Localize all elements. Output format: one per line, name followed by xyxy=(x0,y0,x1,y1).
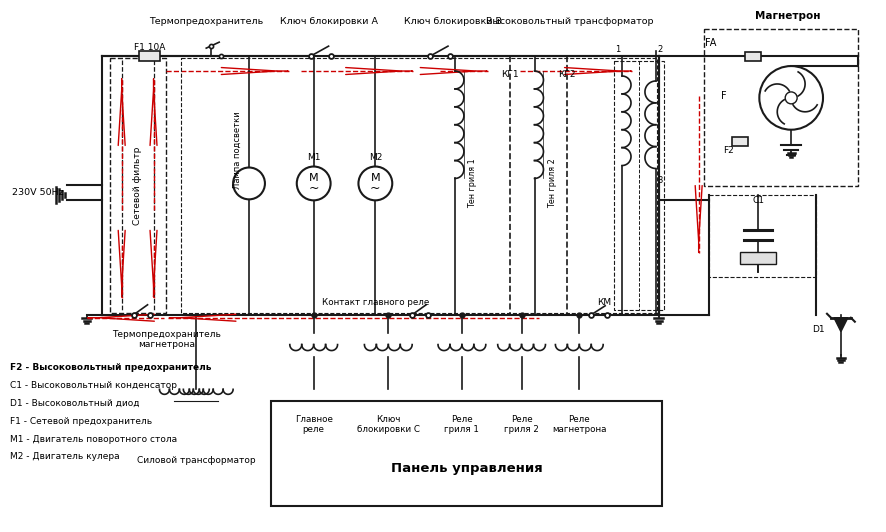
Text: КГ2: КГ2 xyxy=(558,70,575,79)
Text: Силовой трансформатор: Силовой трансформатор xyxy=(136,456,255,466)
Text: D1 - Высоковольтный диод: D1 - Высоковольтный диод xyxy=(11,399,140,408)
Bar xyxy=(613,61,663,310)
Text: Реле: Реле xyxy=(568,415,589,423)
Text: 230V 50Hz: 230V 50Hz xyxy=(12,188,64,197)
Text: FA: FA xyxy=(704,38,716,48)
Text: Контакт главного реле: Контакт главного реле xyxy=(322,298,429,307)
Bar xyxy=(181,58,657,313)
Text: Тен гриля 2: Тен гриля 2 xyxy=(548,159,556,209)
Bar xyxy=(744,52,760,61)
Text: Термопредохранитель: Термопредохранитель xyxy=(112,330,221,339)
Text: F1 - Сетевой предохранитель: F1 - Сетевой предохранитель xyxy=(11,417,152,426)
Bar xyxy=(732,137,748,146)
Text: Высоковольтный трансформатор: Высоковольтный трансформатор xyxy=(485,17,652,26)
Text: M: M xyxy=(370,173,380,184)
Text: Ключ блокировки В: Ключ блокировки В xyxy=(403,17,501,26)
Text: M2: M2 xyxy=(369,153,382,162)
Text: магнетрона: магнетрона xyxy=(551,425,606,434)
Text: C1 - Высоковольтный конденсатор: C1 - Высоковольтный конденсатор xyxy=(11,381,177,390)
Text: F2: F2 xyxy=(722,146,733,155)
Text: Реле: Реле xyxy=(451,415,472,423)
Text: M1: M1 xyxy=(307,153,320,162)
Text: магнетрона: магнетрона xyxy=(138,340,195,349)
Text: Ключ: Ключ xyxy=(376,415,400,423)
Bar xyxy=(708,195,815,277)
Text: ~: ~ xyxy=(369,182,380,195)
Text: Сетевой фильтр: Сетевой фильтр xyxy=(133,146,142,225)
Text: Термопредохранитель: Термопредохранитель xyxy=(149,17,263,26)
Text: Панель управления: Панель управления xyxy=(391,462,542,476)
Text: M1 - Двигатель поворотного стола: M1 - Двигатель поворотного стола xyxy=(11,435,177,444)
Bar xyxy=(138,51,160,61)
Text: гриля 1: гриля 1 xyxy=(444,425,478,434)
Circle shape xyxy=(358,167,392,201)
Text: Ключ блокировки А: Ключ блокировки А xyxy=(279,17,377,26)
Circle shape xyxy=(758,66,822,130)
Text: Главное: Главное xyxy=(294,415,332,423)
Text: Тен гриля 1: Тен гриля 1 xyxy=(468,159,477,208)
Text: блокировки С: блокировки С xyxy=(356,425,419,434)
Text: ~: ~ xyxy=(308,182,319,195)
Text: реле: реле xyxy=(302,425,324,434)
Text: КГ1: КГ1 xyxy=(501,70,518,79)
Text: Лампа подсветки: Лампа подсветки xyxy=(232,112,241,189)
Text: F1 10A: F1 10A xyxy=(134,43,165,52)
Text: D1: D1 xyxy=(811,325,823,334)
Bar xyxy=(270,401,661,506)
Circle shape xyxy=(784,92,797,104)
Circle shape xyxy=(233,168,265,200)
Text: F2 - Высоковольтный предохранитель: F2 - Высоковольтный предохранитель xyxy=(11,363,212,372)
Bar xyxy=(703,29,857,186)
Text: C1: C1 xyxy=(751,196,764,205)
Polygon shape xyxy=(833,318,847,331)
Text: 1: 1 xyxy=(615,45,620,54)
Bar xyxy=(740,252,775,264)
Text: Реле: Реле xyxy=(510,415,532,423)
Text: 3: 3 xyxy=(657,176,662,185)
Bar xyxy=(110,58,167,313)
Circle shape xyxy=(297,167,330,201)
Text: M2 - Двигатель кулера: M2 - Двигатель кулера xyxy=(11,453,120,461)
Text: гриля 2: гриля 2 xyxy=(503,425,539,434)
Text: Магнетрон: Магнетрон xyxy=(755,11,820,21)
Text: 2: 2 xyxy=(657,45,662,54)
Text: M: M xyxy=(308,173,318,184)
Text: F: F xyxy=(720,91,726,101)
Text: КМ: КМ xyxy=(596,298,610,307)
